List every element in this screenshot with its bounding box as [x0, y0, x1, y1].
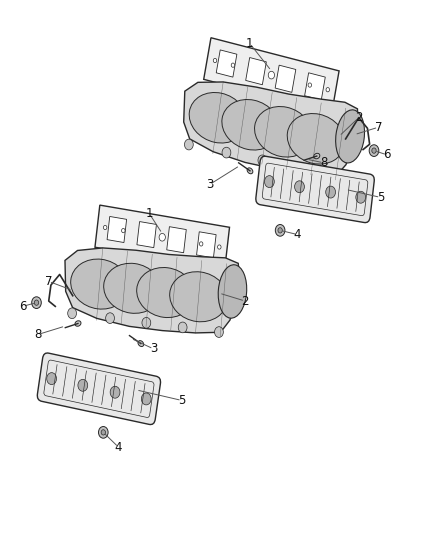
Ellipse shape — [314, 154, 320, 159]
Ellipse shape — [326, 186, 336, 198]
Text: 7: 7 — [45, 275, 53, 288]
FancyBboxPatch shape — [37, 353, 161, 425]
Ellipse shape — [34, 300, 39, 305]
Ellipse shape — [75, 321, 81, 326]
Ellipse shape — [199, 242, 203, 246]
Polygon shape — [305, 73, 325, 100]
Polygon shape — [275, 65, 296, 92]
Ellipse shape — [287, 114, 345, 164]
Ellipse shape — [184, 139, 193, 150]
Text: 6: 6 — [383, 148, 391, 161]
Ellipse shape — [369, 145, 379, 157]
Ellipse shape — [47, 373, 57, 385]
Ellipse shape — [276, 224, 285, 236]
Ellipse shape — [101, 430, 106, 435]
Ellipse shape — [110, 386, 120, 398]
Polygon shape — [65, 248, 240, 333]
Text: 4: 4 — [294, 228, 301, 241]
Ellipse shape — [213, 59, 217, 63]
Ellipse shape — [330, 171, 339, 181]
Ellipse shape — [218, 245, 221, 249]
Ellipse shape — [326, 87, 329, 92]
Text: 2: 2 — [241, 295, 249, 308]
Ellipse shape — [372, 148, 376, 154]
Ellipse shape — [138, 341, 144, 346]
Ellipse shape — [141, 393, 151, 405]
Ellipse shape — [106, 313, 114, 324]
Text: 6: 6 — [19, 300, 26, 313]
Ellipse shape — [218, 265, 247, 318]
FancyBboxPatch shape — [256, 156, 374, 223]
Text: 5: 5 — [377, 191, 384, 204]
Ellipse shape — [336, 110, 364, 163]
Ellipse shape — [71, 259, 129, 309]
Polygon shape — [197, 232, 216, 258]
Ellipse shape — [189, 93, 247, 143]
Ellipse shape — [170, 272, 228, 322]
Polygon shape — [216, 50, 237, 77]
Ellipse shape — [247, 168, 253, 174]
Ellipse shape — [295, 181, 304, 193]
Ellipse shape — [137, 268, 194, 318]
Ellipse shape — [159, 233, 166, 241]
Ellipse shape — [32, 297, 41, 309]
Text: 1: 1 — [145, 207, 153, 220]
Polygon shape — [246, 58, 266, 85]
Ellipse shape — [103, 225, 107, 230]
Text: 2: 2 — [355, 111, 363, 124]
Ellipse shape — [294, 163, 303, 173]
Ellipse shape — [99, 426, 108, 438]
Ellipse shape — [268, 71, 275, 79]
Ellipse shape — [265, 176, 274, 188]
Text: 8: 8 — [34, 328, 42, 341]
Ellipse shape — [215, 327, 223, 337]
Ellipse shape — [104, 263, 162, 313]
Polygon shape — [167, 227, 186, 253]
Polygon shape — [95, 205, 230, 269]
Text: 1: 1 — [246, 37, 253, 50]
Text: 3: 3 — [150, 342, 157, 356]
Ellipse shape — [308, 83, 311, 87]
Ellipse shape — [122, 229, 125, 233]
Ellipse shape — [222, 100, 279, 150]
Ellipse shape — [231, 63, 235, 67]
Ellipse shape — [278, 228, 283, 233]
Text: 7: 7 — [374, 120, 382, 134]
Polygon shape — [137, 222, 156, 248]
Ellipse shape — [178, 322, 187, 333]
Ellipse shape — [222, 147, 231, 158]
Ellipse shape — [254, 107, 312, 157]
Polygon shape — [184, 82, 358, 176]
Text: 8: 8 — [320, 156, 328, 169]
Polygon shape — [204, 38, 339, 112]
Text: 3: 3 — [207, 177, 214, 191]
Ellipse shape — [78, 379, 88, 391]
Ellipse shape — [356, 191, 366, 203]
Text: 5: 5 — [178, 394, 186, 407]
Ellipse shape — [142, 318, 151, 328]
Text: 4: 4 — [115, 441, 122, 454]
Polygon shape — [107, 216, 127, 243]
Ellipse shape — [258, 155, 267, 166]
Ellipse shape — [68, 308, 77, 319]
